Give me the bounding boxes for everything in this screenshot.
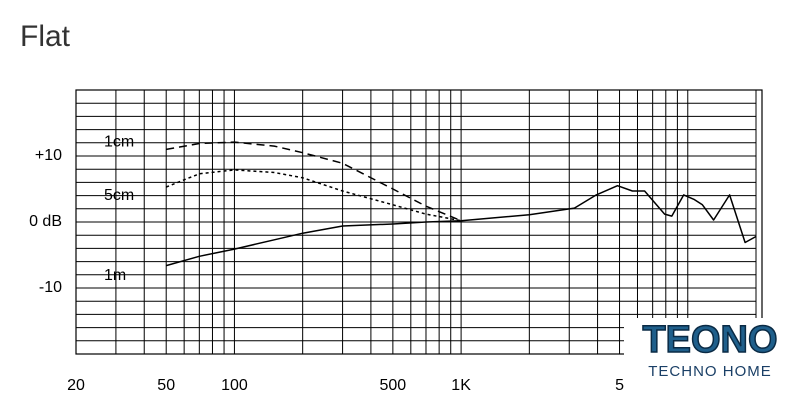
chart-title: Flat — [20, 20, 71, 53]
legend-label: 1m — [104, 267, 126, 284]
y-tick-label: 0 dB — [29, 213, 62, 230]
y-tick-label: -10 — [39, 279, 62, 296]
x-tick-label: 100 — [221, 377, 248, 394]
legend-label: 1cm — [104, 134, 134, 151]
watermark-background — [624, 318, 802, 408]
x-tick-label: 1K — [451, 377, 471, 394]
x-tick-label: 500 — [380, 377, 407, 394]
y-tick-label: +10 — [35, 147, 62, 164]
series-line — [165, 184, 757, 267]
series-line — [166, 141, 462, 222]
watermark-subtitle: TECHNO HOME — [648, 363, 772, 380]
watermark-title: TEONO — [642, 319, 777, 361]
legend-label: 5cm — [104, 187, 134, 204]
x-tick-label: 50 — [157, 377, 175, 394]
x-tick-label: 5 — [615, 377, 624, 394]
plot-area: +10 0 dB -10 20 50 100 500 1K 5 1cm 5cm 1m — [29, 89, 763, 394]
plot-frame — [75, 89, 763, 355]
x-tick-label: 20 — [67, 377, 85, 394]
watermark: TEONO TECHNO HOME — [624, 318, 802, 408]
series-line — [165, 169, 462, 222]
